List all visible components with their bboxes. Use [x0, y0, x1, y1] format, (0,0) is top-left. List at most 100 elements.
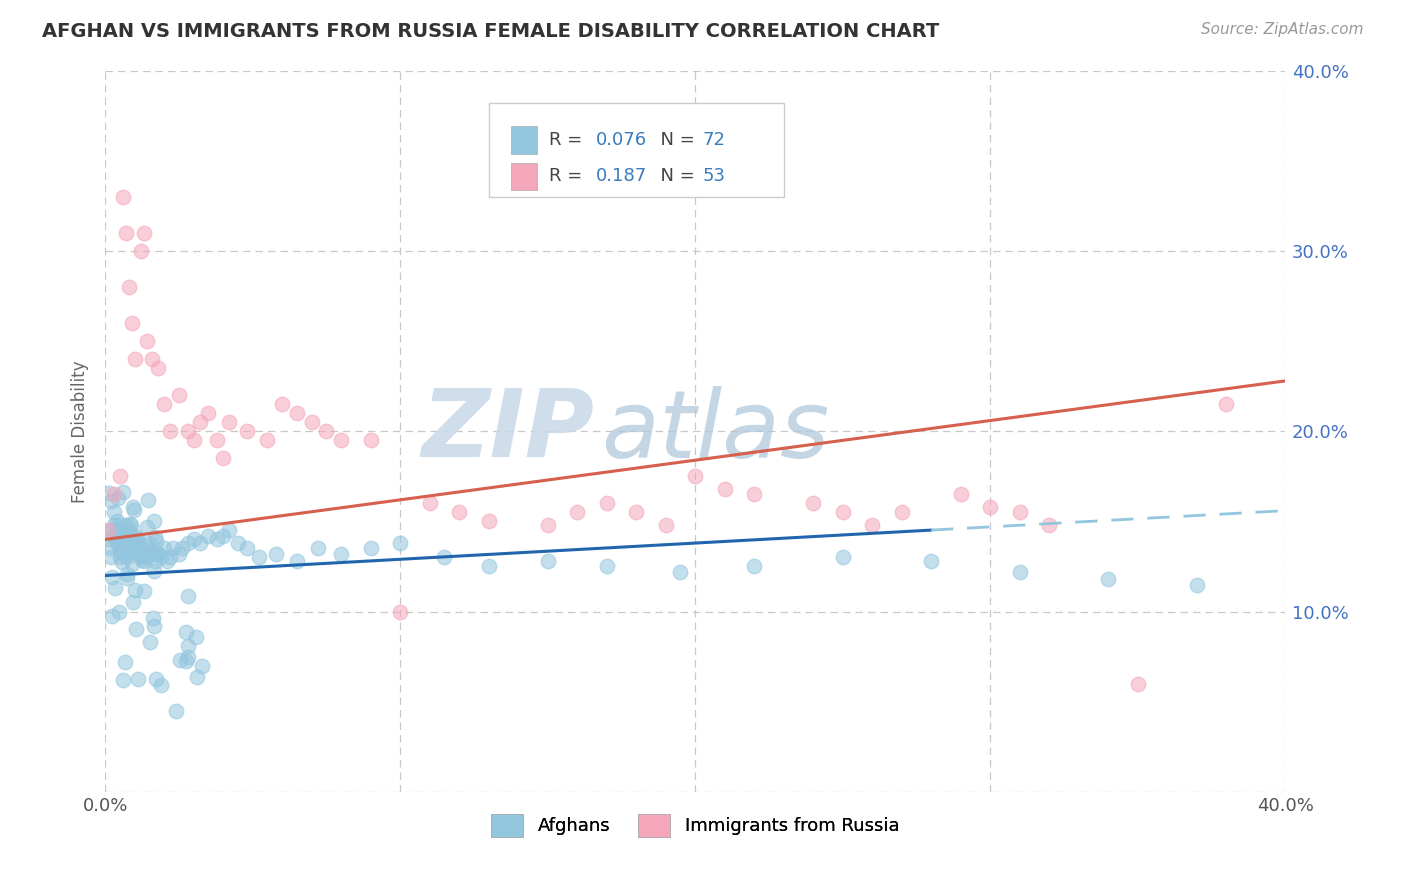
Point	[108, 545, 131, 559]
Point	[141, 352, 163, 367]
Text: 0.076: 0.076	[596, 131, 647, 149]
Point	[148, 547, 170, 561]
Point	[683, 469, 706, 483]
Point	[624, 505, 647, 519]
Point	[174, 625, 197, 640]
Point	[103, 487, 125, 501]
Point	[153, 541, 176, 556]
Text: R =: R =	[548, 168, 588, 186]
Point	[1215, 397, 1237, 411]
Point	[118, 536, 141, 550]
Text: R =: R =	[548, 131, 588, 149]
Point	[132, 226, 155, 240]
Point	[120, 517, 142, 532]
Text: 72: 72	[702, 131, 725, 149]
Point	[122, 500, 145, 514]
Point	[111, 555, 134, 569]
Point	[124, 352, 146, 367]
Point	[177, 639, 200, 653]
Point	[143, 619, 166, 633]
Point	[197, 529, 219, 543]
Point	[101, 609, 124, 624]
Point	[100, 541, 122, 556]
Point	[536, 518, 558, 533]
Point	[742, 487, 765, 501]
Point	[115, 540, 138, 554]
Point	[108, 540, 131, 554]
Point	[595, 559, 617, 574]
Point	[121, 543, 143, 558]
Point	[108, 529, 131, 543]
Point	[141, 545, 163, 559]
Point	[285, 554, 308, 568]
Point	[330, 547, 353, 561]
Point	[148, 361, 170, 376]
Point	[389, 605, 412, 619]
Point	[713, 482, 735, 496]
Point	[111, 533, 134, 547]
Point	[595, 496, 617, 510]
Point	[138, 492, 160, 507]
Point	[177, 425, 200, 439]
Point	[315, 425, 337, 439]
Point	[159, 550, 181, 565]
Point	[125, 622, 148, 636]
Point	[188, 536, 211, 550]
Point	[742, 559, 765, 574]
Point	[266, 547, 288, 561]
Point	[183, 533, 205, 547]
Point	[132, 554, 155, 568]
Point	[890, 505, 912, 519]
Point	[150, 550, 173, 565]
Point	[98, 486, 121, 500]
Text: ZIP: ZIP	[422, 385, 595, 477]
Point	[124, 541, 146, 556]
Point	[121, 541, 143, 556]
Text: N =: N =	[650, 168, 700, 186]
Point	[127, 532, 149, 546]
Point	[159, 425, 181, 439]
Point	[142, 564, 165, 578]
Point	[186, 671, 208, 685]
Point	[979, 500, 1001, 514]
Point	[129, 541, 152, 556]
Point	[111, 545, 134, 559]
Point	[129, 244, 152, 259]
Text: AFGHAN VS IMMIGRANTS FROM RUSSIA FEMALE DISABILITY CORRELATION CHART: AFGHAN VS IMMIGRANTS FROM RUSSIA FEMALE …	[42, 22, 939, 41]
Point	[127, 672, 149, 686]
Point	[218, 416, 240, 430]
Point	[184, 631, 207, 645]
Point	[256, 434, 278, 448]
Point	[127, 536, 149, 550]
Point	[218, 524, 240, 538]
Point	[1185, 577, 1208, 591]
Point	[111, 524, 134, 538]
Point	[138, 536, 160, 550]
Point	[100, 550, 122, 565]
Y-axis label: Female Disability: Female Disability	[72, 360, 89, 502]
Point	[177, 650, 200, 665]
Point	[236, 425, 259, 439]
Point	[389, 536, 412, 550]
Point	[142, 514, 165, 528]
Point	[162, 541, 184, 556]
Legend: Afghans, Immigrants from Russia: Afghans, Immigrants from Russia	[484, 806, 907, 844]
Point	[860, 518, 883, 533]
Point	[212, 451, 235, 466]
Point	[135, 539, 157, 553]
Point	[115, 571, 138, 585]
Point	[117, 549, 139, 564]
Point	[177, 589, 200, 603]
Point	[111, 673, 134, 688]
Point	[1008, 505, 1031, 519]
FancyBboxPatch shape	[510, 162, 537, 190]
Point	[103, 518, 125, 533]
Point	[247, 550, 270, 565]
Point	[134, 584, 156, 599]
Point	[360, 541, 382, 556]
Point	[831, 505, 853, 519]
Point	[124, 533, 146, 547]
Point	[100, 493, 122, 508]
Point	[115, 529, 138, 543]
Point	[167, 547, 190, 561]
